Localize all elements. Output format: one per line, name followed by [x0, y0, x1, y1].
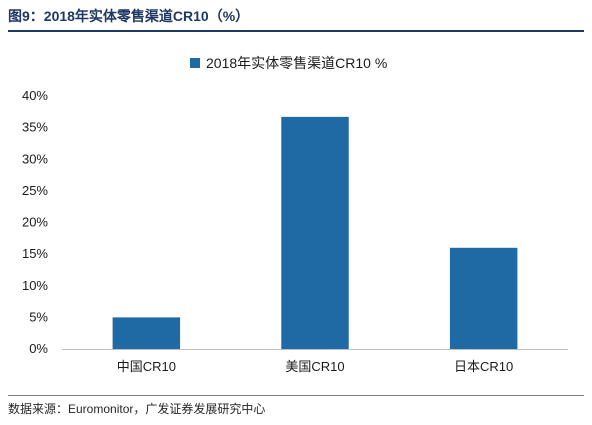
x-category-label: 美国CR10	[285, 359, 344, 374]
x-axis-labels: 中国CR10 美国CR10 日本CR10	[117, 359, 514, 374]
source-note: 数据来源：Euromonitor，广发证券发展研究中心	[8, 402, 266, 416]
y-tick-label: 0%	[29, 341, 48, 356]
y-tick-label: 25%	[22, 183, 48, 198]
bar-2	[281, 116, 349, 349]
x-category-label: 中国CR10	[117, 359, 176, 374]
y-tick-label: 15%	[22, 246, 48, 261]
legend: 2018年实体零售渠道CR10 %	[190, 55, 387, 71]
source-divider	[8, 395, 584, 396]
y-tick-label: 35%	[22, 120, 48, 135]
title-divider	[8, 30, 584, 32]
y-tick-label: 5%	[29, 309, 48, 324]
legend-swatch	[190, 58, 200, 68]
bar-3	[449, 247, 518, 349]
figure-title: 图9：2018年实体零售渠道CR10（%）	[8, 8, 250, 24]
x-category-label: 日本CR10	[454, 359, 513, 374]
y-axis-ticks: 0% 5% 10% 15% 20% 25% 30% 35% 40%	[22, 88, 48, 356]
legend-label: 2018年实体零售渠道CR10 %	[206, 55, 387, 71]
y-tick-label: 40%	[22, 88, 48, 103]
bars	[112, 116, 518, 349]
y-tick-label: 10%	[22, 278, 48, 293]
y-tick-label: 30%	[22, 151, 48, 166]
bar-1	[112, 317, 181, 349]
y-tick-label: 20%	[22, 215, 48, 230]
